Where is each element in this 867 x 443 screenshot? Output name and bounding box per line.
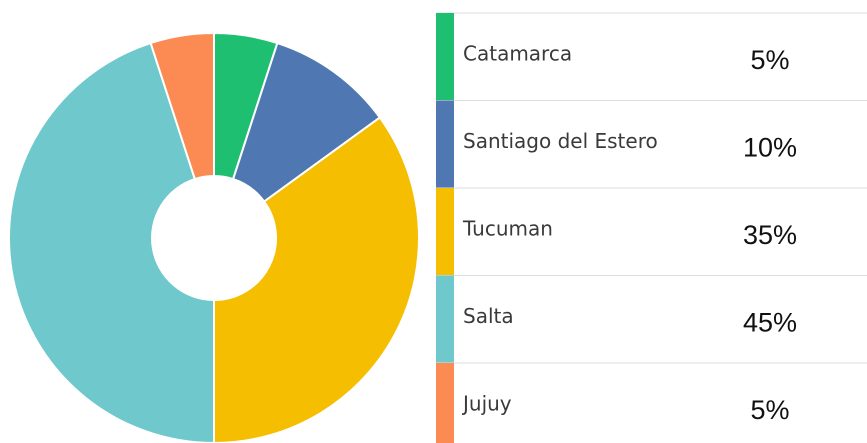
- value-label: 5%: [750, 395, 789, 425]
- legend-label: Tucuman: [462, 216, 553, 240]
- legend-label: Santiago del Estero: [463, 129, 658, 153]
- legend-swatch: [436, 363, 454, 443]
- legend-swatch: [436, 275, 454, 363]
- legend-label: Jujuy: [461, 391, 512, 415]
- slice: [213, 116, 420, 443]
- value-label: 5%: [750, 45, 789, 75]
- slice: [231, 41, 382, 203]
- slice: [8, 41, 215, 443]
- legend-label: Salta: [463, 304, 514, 328]
- legend-label: Catamarca: [463, 41, 572, 65]
- legend-swatch: [436, 13, 454, 101]
- value-label: 35%: [743, 220, 797, 250]
- legend-swatch: [436, 100, 454, 188]
- value-label: 45%: [743, 307, 797, 337]
- value-label: 10%: [743, 132, 797, 162]
- legend-swatch: [436, 188, 454, 276]
- slice: [149, 31, 215, 181]
